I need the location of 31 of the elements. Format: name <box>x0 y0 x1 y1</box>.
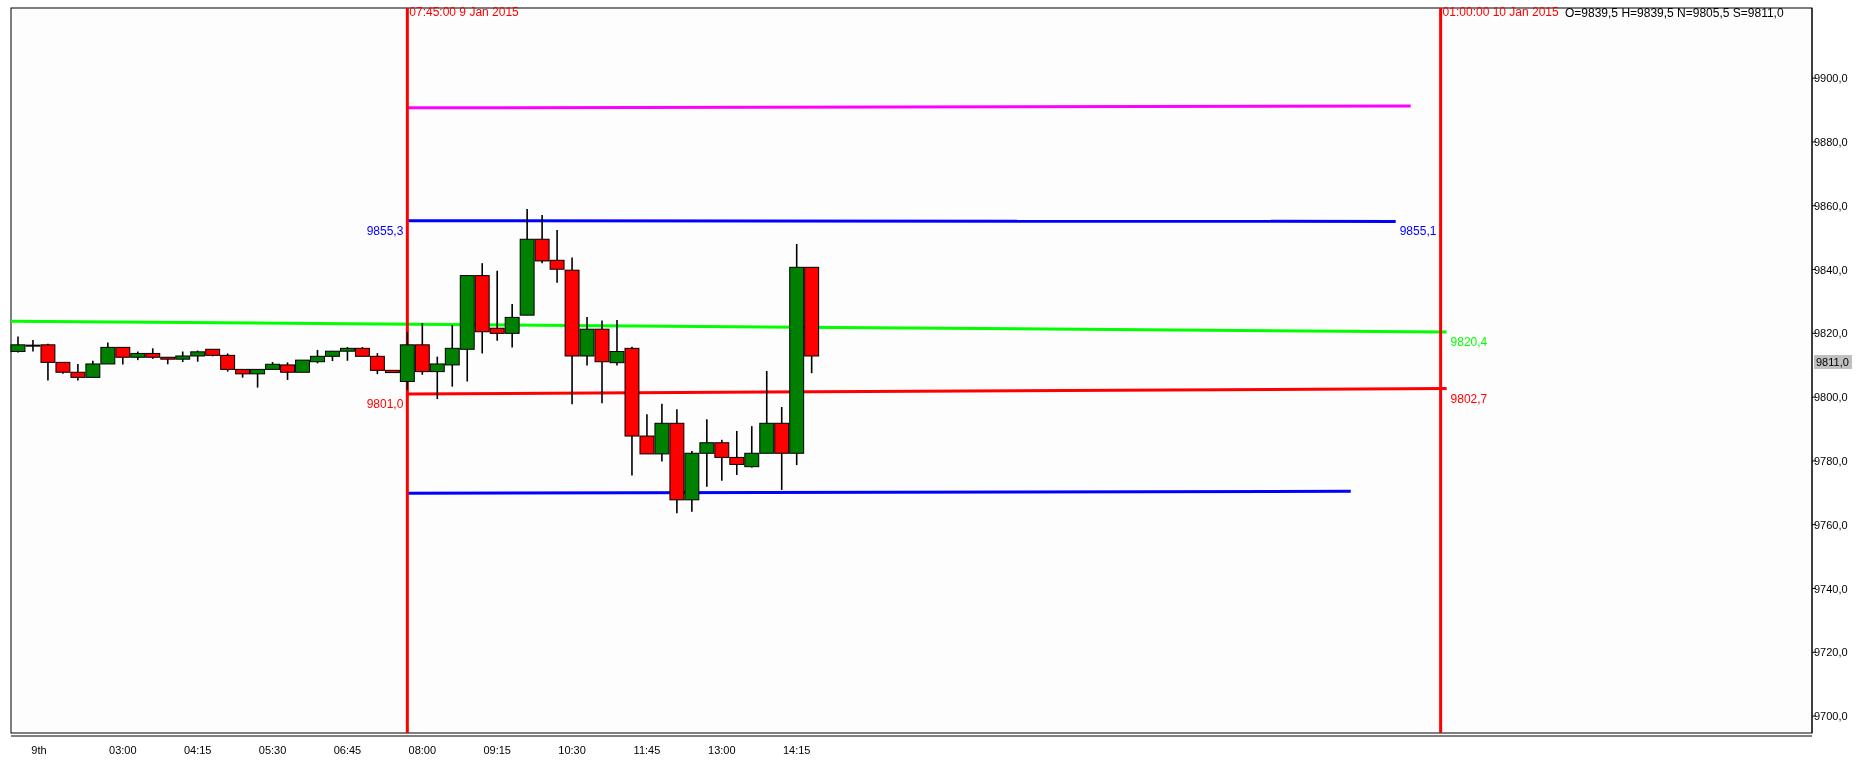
ref-line-label: 01:00:00 10 Jan 2015 <box>1442 5 1560 19</box>
x-tick-label: 09:15 <box>483 744 511 756</box>
y-tick-label: 9860,0 <box>1814 199 1848 212</box>
y-tick-label: 9880,0 <box>1814 135 1848 148</box>
y-tick-label: 9820,0 <box>1814 327 1848 340</box>
annotation: 9811,0 <box>1816 356 1849 369</box>
x-tick-label: 06:45 <box>333 744 362 756</box>
data-label: 9801,0 <box>366 396 404 411</box>
x-tick-label: 13:00 <box>708 744 736 756</box>
x-tick-label: 11:45 <box>633 744 661 756</box>
y-tick-label: 9840,0 <box>1814 263 1848 276</box>
y-tick-label: 9740,0 <box>1814 582 1848 595</box>
annotation: O=9839,5 H=9839,5 N=9805,5 S=9811,0 <box>1565 6 1784 20</box>
x-tick-label: 10:30 <box>558 744 586 756</box>
x-tick-label: 9th <box>31 744 47 756</box>
x-tick-label: 03:00 <box>109 744 137 756</box>
y-tick-label: 9760,0 <box>1814 518 1848 531</box>
x-tick-label: 04:15 <box>183 744 212 756</box>
y-tick-label: 9900,0 <box>1814 72 1848 85</box>
y-tick-label: 9700,0 <box>1814 710 1848 723</box>
data-label: 9855,3 <box>366 223 404 238</box>
x-tick-label: 05:30 <box>258 744 287 756</box>
data-label: 9820,4 <box>1450 335 1488 350</box>
x-tick-label: 08:00 <box>408 744 437 756</box>
x-tick-label: 14:15 <box>782 744 811 756</box>
data-label: 9855,1 <box>1399 224 1437 239</box>
data-label: 9802,7 <box>1450 391 1488 406</box>
y-tick-label: 9780,0 <box>1814 454 1848 467</box>
ref-line-label: 07:45:00 9 Jan 2015 <box>409 5 520 19</box>
y-tick-label: 9800,0 <box>1814 391 1848 404</box>
y-tick-label: 9720,0 <box>1814 646 1848 659</box>
